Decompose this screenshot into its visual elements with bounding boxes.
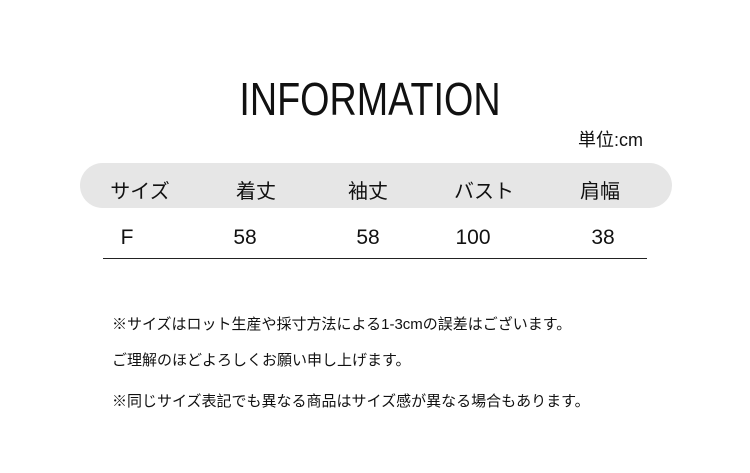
header-sleeve: 袖丈 (348, 181, 388, 203)
header-shoulder: 肩幅 (580, 181, 620, 203)
header-size: サイズ (110, 181, 170, 203)
note-size-difference: ※同じサイズ表記でも異なる商品はサイズ感が異なる場合もあります。 (112, 393, 590, 410)
table-divider (103, 258, 647, 259)
note-thanks: ご理解のほどよろしくお願い申し上げます。 (112, 352, 411, 369)
cell-size: F (120, 226, 134, 249)
page-title: INFORMATION (239, 73, 501, 125)
cell-sleeve: 58 (356, 226, 380, 249)
unit-label: 単位:cm (578, 130, 643, 150)
cell-bust: 100 (455, 226, 491, 249)
header-length: 着丈 (236, 181, 276, 203)
header-bust: バスト (454, 181, 514, 203)
cell-shoulder: 38 (591, 226, 615, 249)
note-measurement-error: ※サイズはロット生産や採寸方法による1-3cmの誤差はございます。 (112, 316, 572, 333)
table-header-bar (80, 163, 672, 208)
cell-length: 58 (233, 226, 257, 249)
